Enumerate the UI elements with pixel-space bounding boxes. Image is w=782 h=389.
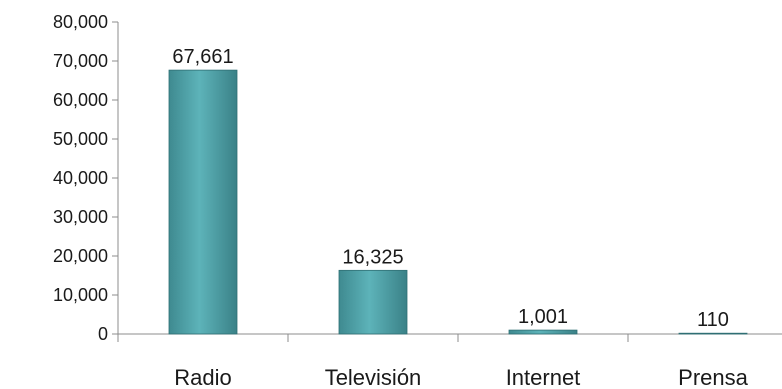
y-tick-label: 50,000 <box>53 129 108 149</box>
y-tick-label: 80,000 <box>53 12 108 32</box>
y-tick-label: 40,000 <box>53 168 108 188</box>
y-tick-label: 60,000 <box>53 90 108 110</box>
bar-radio <box>168 69 238 335</box>
y-tick-label: 20,000 <box>53 246 108 266</box>
y-tick-label: 30,000 <box>53 207 108 227</box>
data-label: 1,001 <box>518 306 568 328</box>
bar-televisión <box>338 269 408 335</box>
bars-group <box>168 69 748 335</box>
x-category-label: Prensa <box>678 365 748 389</box>
bar-prensa <box>678 332 748 335</box>
data-label: 110 <box>697 309 729 331</box>
labels-group: 0 10,000 20,000 30,000 40,000 50,000 60,000 70,… <box>53 12 749 389</box>
y-tick-label: 70,000 <box>53 51 108 71</box>
x-category-label: Televisión <box>325 365 422 389</box>
y-tick-label: 0 <box>98 324 108 344</box>
data-label: 67,661 <box>172 46 233 68</box>
x-category-label: Radio <box>174 365 231 389</box>
data-label: 16,325 <box>342 246 403 268</box>
y-tick-label: 10,000 <box>53 285 108 305</box>
x-category-label: Internet <box>506 365 581 389</box>
bar-internet <box>508 329 578 335</box>
